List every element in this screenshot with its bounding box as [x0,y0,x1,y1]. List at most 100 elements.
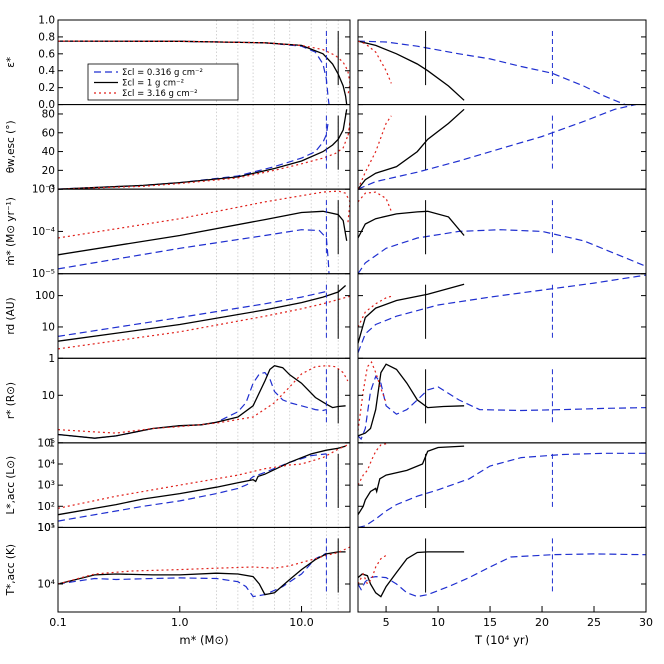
y-tick-label: 1.0 [38,15,55,27]
series-line-left-2 [57,295,351,350]
frame-layer [57,19,647,613]
y-tick-label: 0.4 [38,65,55,77]
series-line-right-1 [357,40,465,101]
y-tick-label: 60 [42,127,55,139]
x-tick-label: 10.0 [289,616,314,629]
series-line-right-0 [357,104,636,190]
y-tick-label: 10³ [37,480,55,492]
x-tick-label: 25 [587,616,601,629]
y-axis-label: L*,acc (L⊙) [5,456,17,515]
x-tick-label: 1.0 [171,616,189,629]
series-line-right-2 [357,40,392,84]
y-tick-label: 10⁻⁵ [32,268,55,280]
panel-frame-right [357,442,647,528]
series-line-right-1 [357,283,465,344]
legend-label: Σcl = 0.316 g cm⁻² [122,68,203,78]
legend-label: Σcl = 1 g cm⁻² [122,79,184,89]
legend-label: Σcl = 3.16 g cm⁻² [122,89,198,99]
y-tick-label: 0.2 [38,82,55,94]
x-tick-label: 30 [639,616,653,629]
series-line-right-1 [357,445,465,516]
series-line-right-1 [357,210,465,239]
y-tick-label: 20 [42,165,55,177]
series-line-left-2 [57,121,351,190]
panel-frame-left [57,273,351,359]
y-tick-label: 0.0 [38,99,55,111]
panel-frame-left [57,526,351,613]
series-line-right-1 [357,108,465,190]
series-line-left-1 [57,109,348,190]
series-line-left-1 [57,285,347,342]
panel-frame-left [57,104,351,190]
panel-frame-right [357,357,647,444]
y-axis-label: ε* [5,57,17,68]
series-line-right-2 [357,554,387,586]
panel-frame-right [357,273,647,359]
series-line-left-1 [57,364,346,439]
series-line-right-0 [357,452,646,528]
series-layer [57,30,647,598]
series-line-right-2 [357,115,392,190]
y-tick-label: 10⁴ [37,579,55,591]
series-line-left-1 [57,40,348,105]
series-line-right-0 [357,274,647,354]
y-tick-label: 10 [42,321,55,333]
y-tick-label: 80 [42,108,55,120]
y-tick-label: 0.6 [38,48,55,60]
y-tick-label: 1 [48,353,55,365]
series-line-right-0 [357,229,647,275]
series-line-left-0 [57,40,330,105]
series-line-left-2 [57,40,351,97]
series-line-right-2 [357,360,387,431]
y-tick-label: 100 [35,290,55,302]
series-line-right-1 [357,363,465,437]
y-tick-label: 1 [48,437,55,449]
x-tick-label: 15 [483,616,497,629]
y-axis-label: θw,esc (°) [5,120,17,173]
x-tick-label: 20 [535,616,549,629]
y-tick-label: 0 [48,184,55,196]
y-tick-label: 40 [42,146,55,158]
label-layer: 0.0 0.2 0.4 0.6 0.8 1.0 ε* 0 20 40 60 80 θw,esc (°) 1… [5,15,653,648]
series-line-right-2 [357,295,392,328]
series-line-right-0 [357,375,647,441]
y-tick-label: 10² [37,501,55,513]
y-axis-label: ṁ* (M⊙ yr⁻¹) [5,197,17,266]
panel-frame-right [357,526,647,613]
series-line-right-2 [357,191,392,212]
x-tick-label: 10 [431,616,445,629]
y-tick-label: 10⁻⁴ [32,226,55,238]
series-line-right-2 [357,443,387,486]
series-line-left-0 [57,371,327,439]
y-tick-label: 10⁻³ [32,184,55,196]
y-axis-label: T*,acc (K) [5,544,17,596]
series-line-left-1 [57,210,348,256]
series-line-right-1 [357,551,465,598]
y-tick-label: 10 [42,390,55,402]
axes-layer [216,20,339,612]
y-tick-label: 10⁴ [37,459,55,471]
y-tick-label: 10¹ [37,522,55,534]
series-line-right-0 [357,553,647,598]
y-tick-label: 0.8 [38,31,55,43]
series-line-left-0 [57,453,327,522]
series-line-left-1 [57,551,346,596]
series-line-left-0 [57,229,330,274]
y-axis-label: rd (AU) [5,297,17,334]
y-tick-label: 10⁵ [37,522,55,534]
y-axis-label: r* (R⊙) [5,382,17,419]
panel-frame-right [357,104,647,190]
series-line-left-0 [57,290,327,337]
series-line-left-0 [57,552,327,598]
series-line-left-2 [57,443,351,509]
series-line-left-1 [57,445,346,516]
series-line-left-2 [57,365,349,434]
series-line-left-0 [57,123,329,190]
x-axis-label-left: m* (M⊙) [179,633,228,647]
x-tick-label: 5 [383,616,390,629]
x-tick-label: 0.1 [49,616,67,629]
x-axis-label-right: T (10⁴ yr) [474,633,529,647]
panel-frame-right [357,188,647,275]
